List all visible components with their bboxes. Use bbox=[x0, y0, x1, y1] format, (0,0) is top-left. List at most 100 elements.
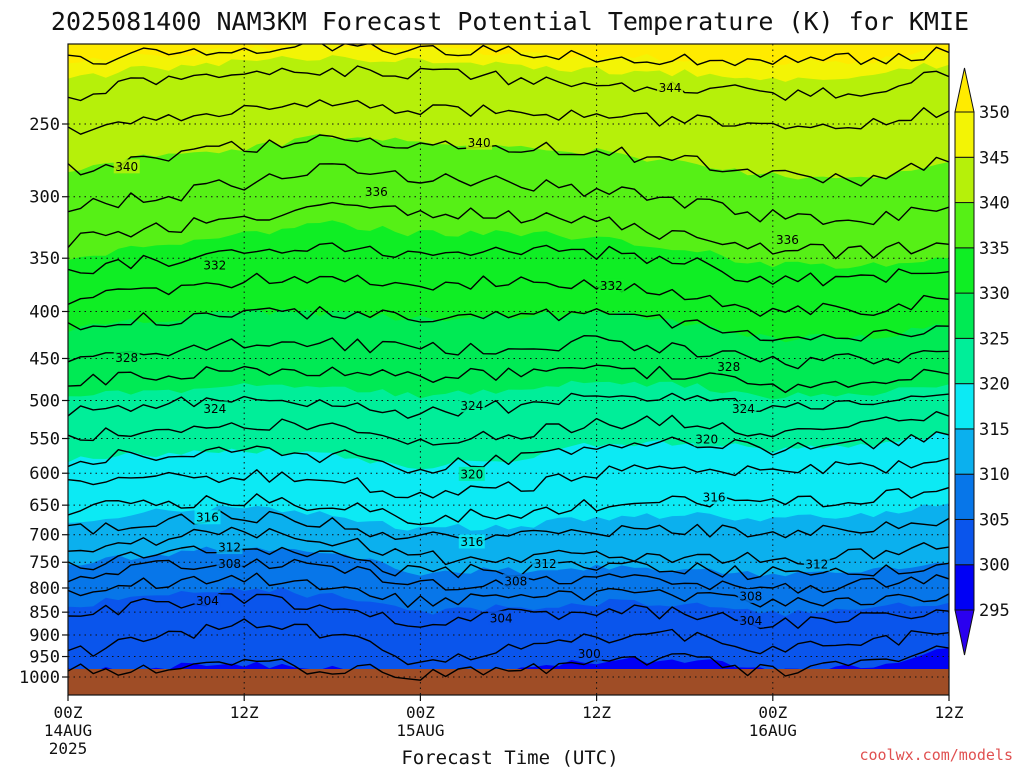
contour-label-bg bbox=[730, 401, 757, 416]
isentrope-334 bbox=[68, 242, 949, 287]
colorbar-swatch bbox=[954, 292, 975, 339]
colorbar-swatch bbox=[954, 202, 975, 249]
contour-label: 312 bbox=[534, 557, 557, 571]
y-tick-label: 350 bbox=[29, 249, 60, 269]
isentrope-332 bbox=[68, 272, 949, 317]
contour-label-bg bbox=[201, 401, 228, 416]
contour-label: 324 bbox=[460, 399, 483, 413]
x-tick-label: 12Z bbox=[935, 703, 964, 722]
x-tick-label: 00Z bbox=[54, 703, 83, 722]
contour-label-bg bbox=[576, 646, 603, 661]
contour-label-bg bbox=[466, 135, 493, 150]
y-tick-label: 800 bbox=[29, 579, 60, 599]
contour-label: 332 bbox=[203, 259, 226, 273]
contour-label-bg bbox=[737, 613, 764, 628]
x-tick-label: 00Z bbox=[758, 703, 787, 722]
x-tick-date: 16AUG bbox=[749, 721, 797, 740]
isentrope-306 bbox=[68, 572, 949, 608]
contour-label: 308 bbox=[739, 589, 762, 603]
colorbar-label: 305 bbox=[979, 510, 1010, 530]
plot-area: 344 340 340 336 336 332 332 328 328 324 324 324 320 3… bbox=[68, 44, 949, 695]
colorbar-swatch bbox=[954, 518, 975, 566]
contour-label: 320 bbox=[695, 433, 718, 447]
contour-label: 308 bbox=[218, 557, 241, 571]
contour-label-bg bbox=[598, 278, 625, 293]
contour-label-bg bbox=[458, 466, 485, 481]
colorbar-label: 330 bbox=[979, 284, 1010, 304]
x-tick-year: 2025 bbox=[49, 739, 88, 758]
isentrope-318 bbox=[68, 457, 949, 499]
isentrope-344 bbox=[68, 65, 949, 102]
y-tick-label: 850 bbox=[29, 603, 60, 623]
contour-label-bg bbox=[488, 610, 515, 625]
colorbar-label: 300 bbox=[979, 556, 1010, 576]
contour-label: 300 bbox=[578, 647, 601, 661]
isentrope-342 bbox=[68, 99, 949, 135]
contour-label-bg bbox=[201, 258, 228, 273]
y-tick-label: 900 bbox=[29, 626, 60, 646]
contour-label: 324 bbox=[203, 402, 226, 416]
contour-label: 316 bbox=[196, 511, 219, 525]
contour-label-bg bbox=[113, 159, 140, 174]
contour-label: 324 bbox=[732, 402, 755, 416]
colorbar-swatch bbox=[954, 428, 975, 475]
isentrope-302 bbox=[68, 618, 949, 666]
colorbar-swatch bbox=[954, 247, 975, 294]
contour-label: 336 bbox=[365, 185, 388, 199]
contour-label: 340 bbox=[468, 136, 491, 150]
contour-label-bg bbox=[113, 350, 140, 365]
colorbar-swatch bbox=[954, 564, 975, 611]
contour-label-bg bbox=[774, 232, 801, 247]
isentrope-contours bbox=[68, 44, 949, 681]
isentrope-324 bbox=[68, 392, 949, 419]
colorbar-label: 345 bbox=[979, 148, 1010, 168]
isentrope-330 bbox=[68, 306, 949, 342]
contour-label-bg bbox=[458, 398, 485, 413]
plot-frame bbox=[67, 43, 950, 696]
isentrope-320 bbox=[68, 431, 949, 474]
isentrope-300 bbox=[68, 645, 949, 681]
isentrope-326 bbox=[68, 364, 949, 394]
contour-label-bg bbox=[502, 573, 529, 588]
isentrope-312 bbox=[68, 526, 949, 566]
colorbar-swatch bbox=[954, 473, 975, 520]
contour-label-bg bbox=[216, 556, 243, 571]
contour-label: 304 bbox=[739, 614, 762, 628]
contour-label: 344 bbox=[659, 81, 682, 95]
contour-label: 304 bbox=[490, 611, 513, 625]
contour-label-bg bbox=[216, 540, 243, 555]
colorbar-label: 310 bbox=[979, 465, 1010, 485]
y-axis: 250 300 350 400 450 500 550 600 650 700 750 800 850 9… bbox=[19, 115, 68, 688]
contour-label-bg bbox=[532, 556, 559, 571]
colorbar-swatch bbox=[954, 111, 975, 158]
colorbar-label: 335 bbox=[979, 239, 1010, 259]
y-tick-label: 400 bbox=[29, 302, 60, 322]
colorbar-label: 320 bbox=[979, 375, 1010, 395]
contour-label: 328 bbox=[115, 351, 138, 365]
y-tick-label: 450 bbox=[29, 349, 60, 369]
contour-label: 312 bbox=[805, 557, 828, 571]
isentrope-322 bbox=[68, 411, 949, 446]
y-tick-label: 750 bbox=[29, 553, 60, 573]
y-tick-label: 500 bbox=[29, 392, 60, 412]
colorbar-label: 295 bbox=[979, 601, 1010, 621]
contour-label-bg bbox=[715, 359, 742, 374]
contour-label: 336 bbox=[776, 233, 799, 247]
y-tick-label: 950 bbox=[29, 648, 60, 668]
contour-labels: 344 340 340 336 336 332 332 328 328 324 324 324 320 3… bbox=[113, 80, 830, 661]
contour-label: 312 bbox=[218, 541, 241, 555]
x-tick-label: 00Z bbox=[406, 703, 435, 722]
contour-label-bg bbox=[363, 184, 390, 199]
colorbar-top-arrow bbox=[954, 67, 975, 113]
isentrope-346 bbox=[68, 44, 949, 67]
contour-label: 320 bbox=[460, 467, 483, 481]
chart-title: 2025081400 NAM3KM Forecast Potential Tem… bbox=[51, 7, 969, 36]
y-tick-label: 700 bbox=[29, 526, 60, 546]
colorbar-swatch bbox=[954, 156, 975, 204]
isentrope-340 bbox=[68, 134, 949, 187]
contour-label-bg bbox=[803, 556, 830, 571]
x-axis-label: Forecast Time (UTC) bbox=[401, 747, 618, 768]
contour-label: 316 bbox=[703, 491, 726, 505]
ground-layer bbox=[68, 669, 949, 695]
